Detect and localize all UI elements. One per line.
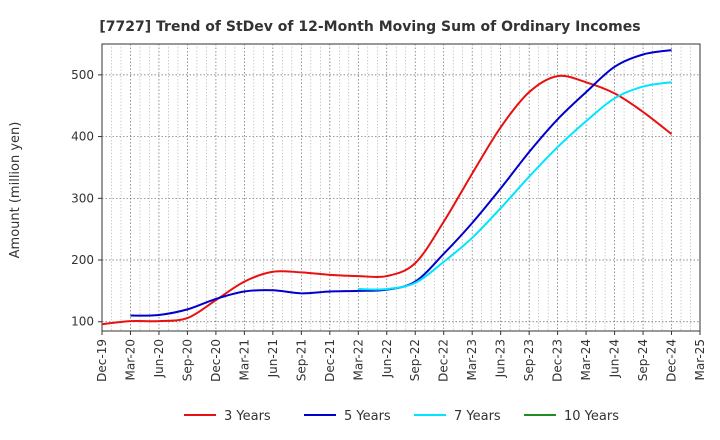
x-tick-label: Mar-22 — [351, 339, 365, 380]
legend: 3 Years 5 Years 7 Years 10 Years — [184, 409, 619, 424]
x-tick-label: Sep-24 — [636, 339, 650, 381]
x-axis-ticks: Dec-19 Mar-20 Jun-20 Sep-20 Dec-20 Mar-21 Jun-… — [95, 331, 707, 382]
x-tick-label: Mar-20 — [123, 339, 137, 380]
x-tick-label: Jun-22 — [380, 339, 394, 378]
legend-label-7-years: 7 Years — [454, 409, 501, 424]
series-line-3-years — [101, 74, 673, 326]
y-axis-ticks: 100 200 300 400 500 — [71, 68, 102, 329]
x-tick-label: Sep-22 — [408, 339, 422, 381]
x-tick-label: Sep-21 — [294, 339, 308, 381]
x-tick-label: Dec-20 — [209, 339, 223, 382]
plot-area — [101, 43, 701, 332]
y-tick-label: 100 — [71, 315, 94, 329]
x-tick-label: Mar-21 — [237, 339, 251, 380]
gridlines — [102, 44, 700, 331]
x-tick-label: Dec-23 — [551, 339, 565, 382]
legend-label-10-years: 10 Years — [564, 409, 619, 424]
x-tick-label: Jun-23 — [494, 339, 508, 378]
x-tick-label: Sep-20 — [180, 339, 194, 381]
x-tick-label: Mar-24 — [579, 339, 593, 380]
x-tick-label: Sep-23 — [522, 339, 536, 381]
chart-title: [7727] Trend of StDev of 12-Month Moving… — [99, 19, 640, 35]
plot-frame — [101, 43, 701, 332]
y-tick-label: 500 — [71, 68, 94, 82]
x-tick-label: Dec-22 — [437, 339, 451, 382]
y-axis-label: Amount (million yen) — [8, 122, 23, 259]
x-tick-label: Jun-24 — [608, 339, 622, 378]
series-line-7-years — [358, 81, 672, 291]
x-tick-label: Jun-20 — [152, 339, 166, 378]
x-tick-label: Dec-21 — [323, 339, 337, 382]
series-lines — [101, 49, 673, 326]
y-tick-label: 300 — [71, 191, 94, 205]
x-tick-label: Dec-19 — [95, 339, 109, 382]
x-tick-label: Dec-24 — [665, 339, 679, 382]
x-tick-label: Mar-25 — [693, 339, 707, 380]
y-tick-label: 400 — [71, 130, 94, 144]
legend-label-5-years: 5 Years — [344, 409, 391, 424]
x-tick-label: Mar-23 — [465, 339, 479, 380]
x-tick-label: Jun-21 — [266, 339, 280, 378]
legend-label-3-years: 3 Years — [224, 409, 271, 424]
y-tick-label: 200 — [71, 253, 94, 267]
